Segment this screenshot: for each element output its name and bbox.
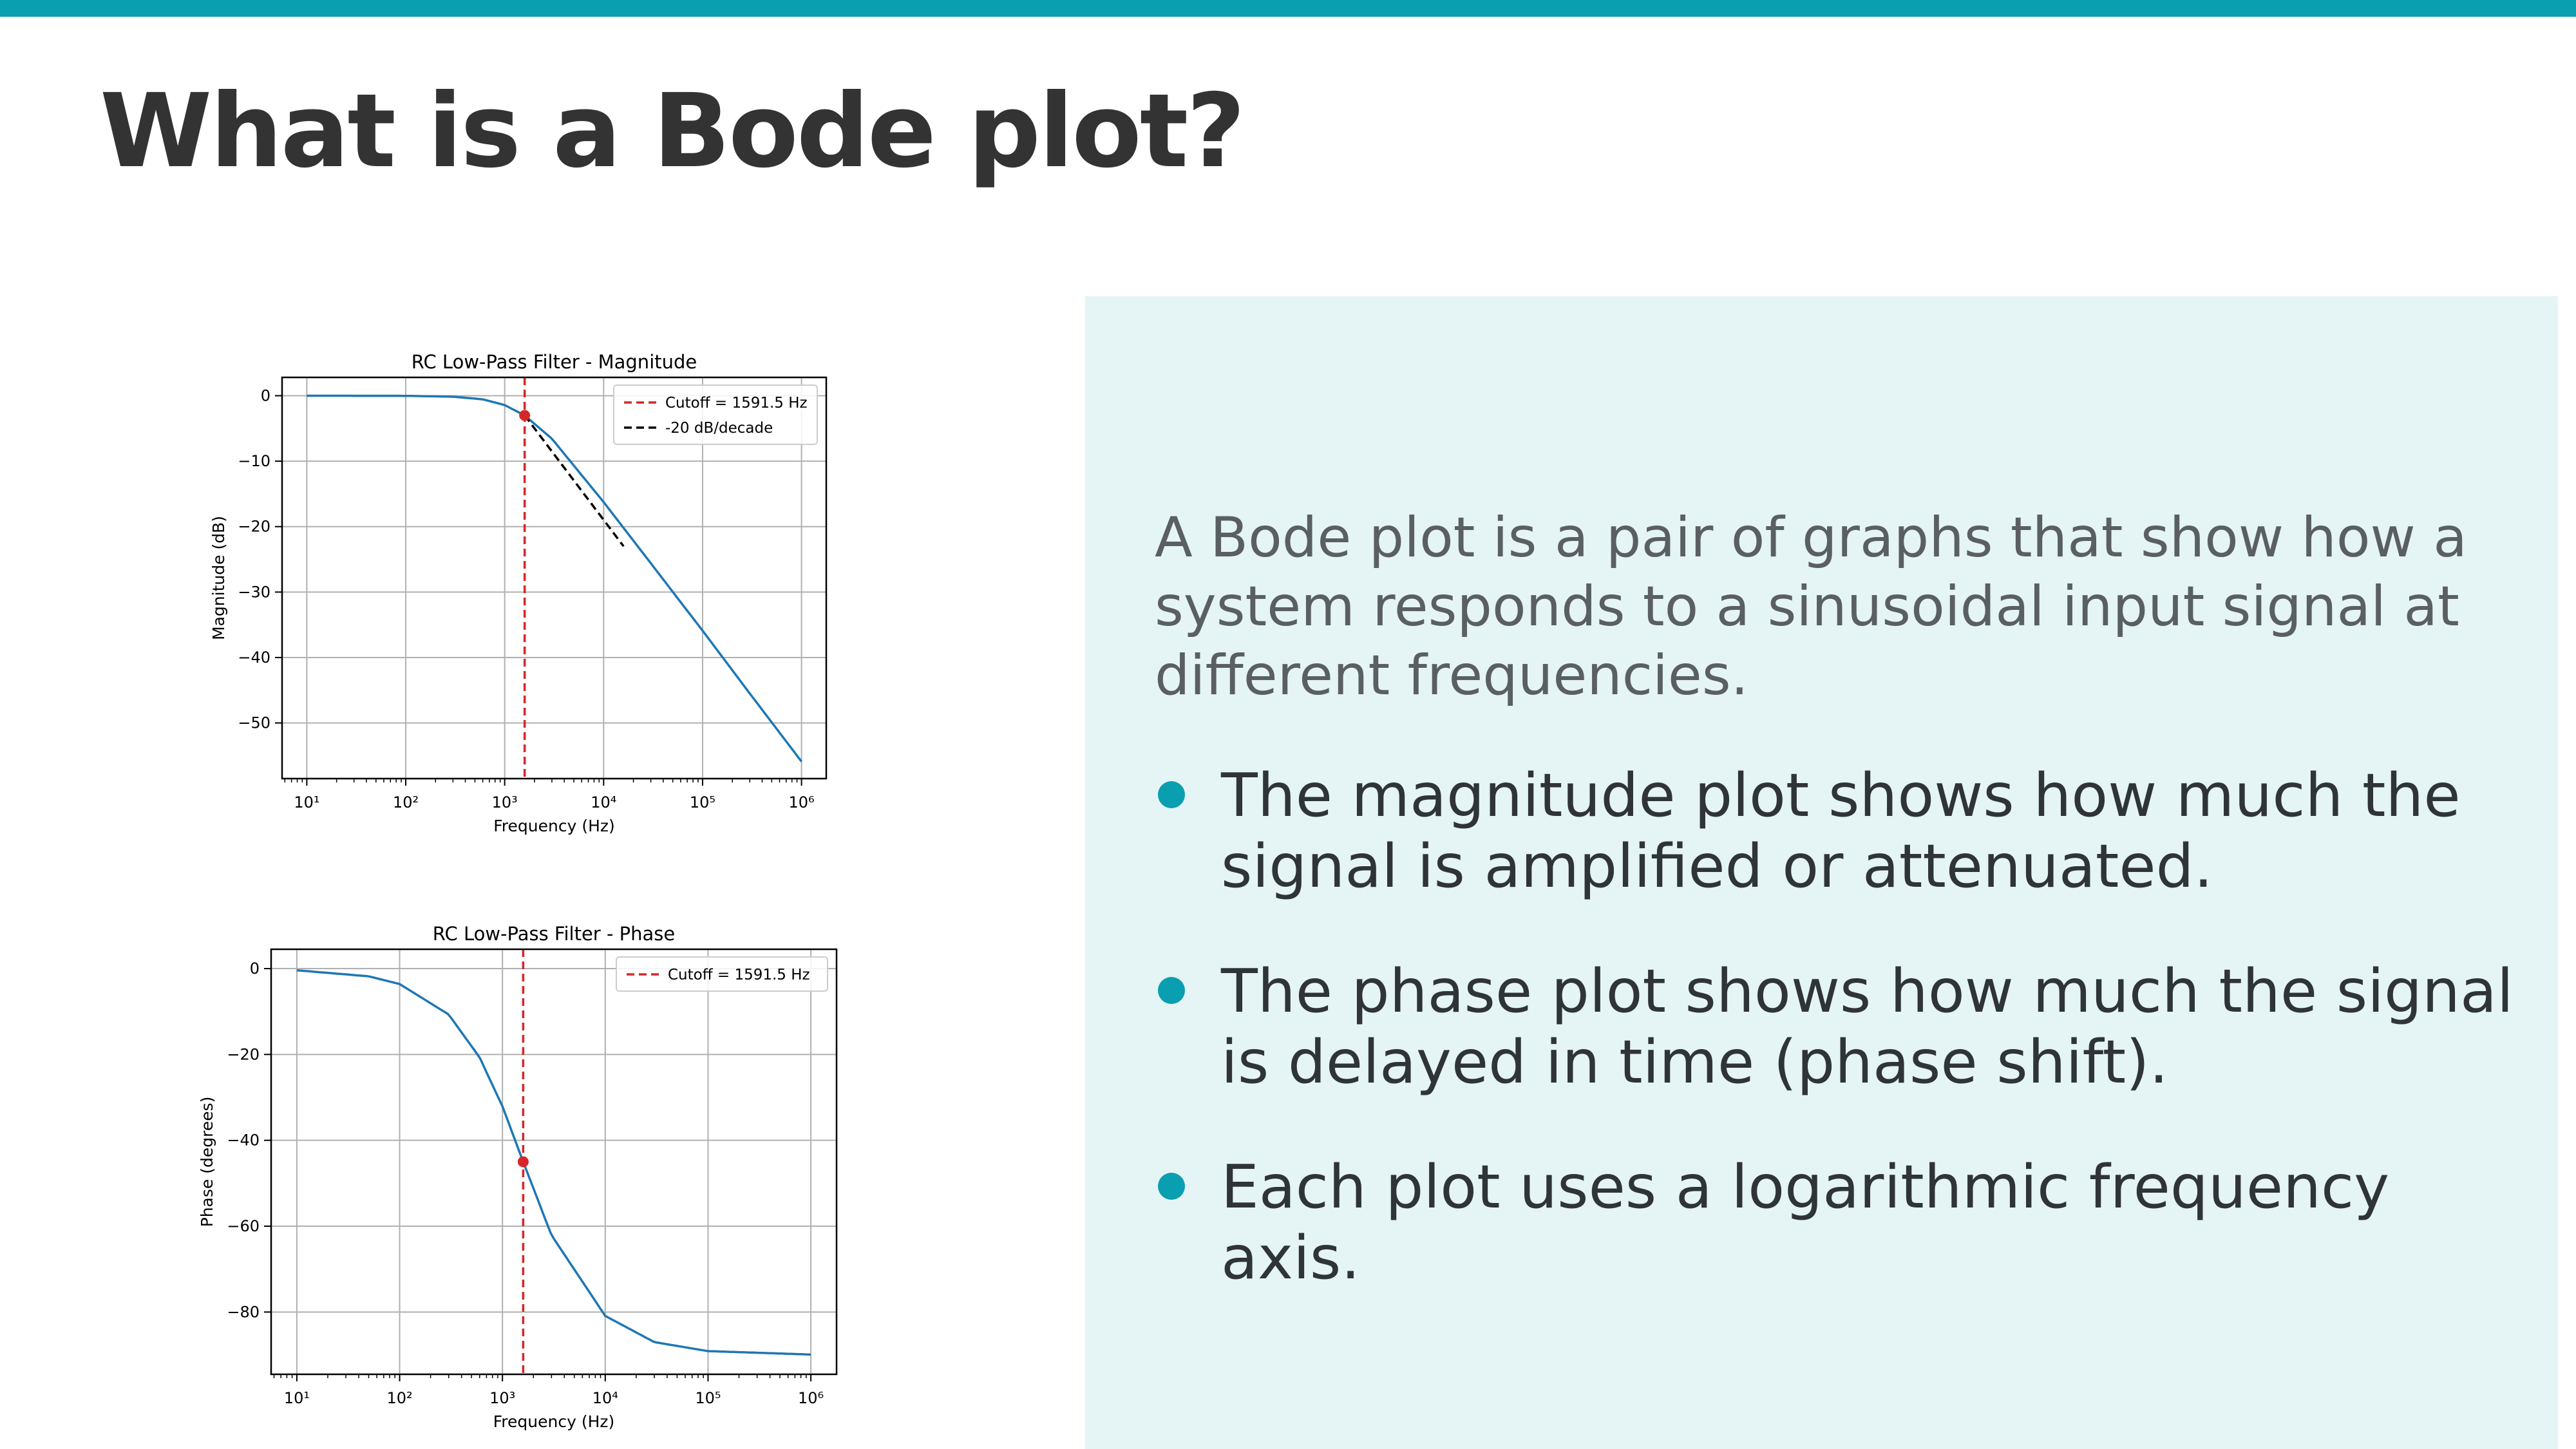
x-tick-label: 10³ bbox=[492, 793, 518, 811]
top-accent-bar bbox=[0, 0, 2576, 17]
bullet-item: Each plot uses a logarithmic frequency a… bbox=[1155, 1151, 2546, 1293]
x-axis-label: Frequency (Hz) bbox=[493, 817, 615, 835]
y-tick-label: −40 bbox=[227, 1132, 260, 1150]
plot-frame bbox=[281, 376, 828, 780]
x-tick-label: 10¹ bbox=[294, 793, 319, 811]
bullet-dot bbox=[1158, 781, 1185, 808]
y-tick-label: −50 bbox=[238, 714, 270, 732]
bullet-item: The phase plot shows how much the signal… bbox=[1155, 956, 2546, 1097]
intro-paragraph: A Bode plot is a pair of graphs that sho… bbox=[1155, 506, 2467, 708]
x-tick-label: 10² bbox=[393, 793, 419, 811]
text-panel: A Bode plot is a pair of graphs that sho… bbox=[1085, 296, 2558, 1449]
legend-box bbox=[613, 384, 818, 445]
x-tick-label: 10⁵ bbox=[690, 793, 715, 811]
x-tick-label: 10⁵ bbox=[695, 1389, 721, 1407]
chart-title: RC Low-Pass Filter - Magnitude bbox=[412, 351, 697, 373]
x-axis-label: Frequency (Hz) bbox=[493, 1412, 615, 1431]
slide-title: What is a Bode plot? bbox=[100, 72, 1245, 191]
bullet-dot bbox=[1158, 977, 1185, 1004]
bullet-list: The magnitude plot shows how much the si… bbox=[1155, 760, 2546, 1347]
legend-label: -20 dB/decade bbox=[665, 420, 773, 437]
y-axis-label: Magnitude (dB) bbox=[209, 516, 228, 640]
bullet-text: Each plot uses a logarithmic frequency a… bbox=[1221, 1152, 2390, 1293]
bullet-text: The phase plot shows how much the signal… bbox=[1221, 956, 2514, 1097]
x-tick-label: 10⁴ bbox=[591, 793, 616, 811]
y-axis-label: Phase (degrees) bbox=[198, 1097, 216, 1227]
x-tick-label: 10⁶ bbox=[789, 793, 815, 811]
plot-frame bbox=[270, 948, 838, 1376]
series-line-response bbox=[296, 969, 811, 1356]
y-tick-label: −30 bbox=[238, 583, 270, 601]
y-tick-label: −20 bbox=[227, 1045, 260, 1063]
legend-label: Cutoff = 1591.5 Hz bbox=[668, 967, 810, 983]
bullet-item: The magnitude plot shows how much the si… bbox=[1155, 760, 2546, 902]
x-tick-label: 10¹ bbox=[284, 1389, 310, 1407]
phase-chart: RC Low-Pass Filter - Phase 10¹ 10² 10³ 10⁴ 10… bbox=[198, 923, 838, 1431]
y-tick-label: −20 bbox=[238, 518, 270, 536]
legend: Cutoff = 1591.5 Hz -20 dB/decade bbox=[613, 384, 818, 445]
x-tick-label: 10⁴ bbox=[592, 1389, 618, 1407]
series-line-asymptote bbox=[524, 414, 625, 547]
legend: Cutoff = 1591.5 Hz bbox=[616, 956, 828, 992]
magnitude-chart: RC Low-Pass Filter - Magnitude 10¹ 10² 10³ 1… bbox=[209, 351, 828, 835]
legend-label: Cutoff = 1591.5 Hz bbox=[665, 395, 808, 412]
bullet-text: The magnitude plot shows how much the si… bbox=[1221, 761, 2461, 901]
y-tick-label: −40 bbox=[238, 649, 270, 667]
cutoff-point bbox=[517, 1156, 529, 1168]
legend-box bbox=[616, 956, 828, 992]
y-tick-label: −80 bbox=[227, 1303, 260, 1321]
x-tick-label: 10³ bbox=[489, 1389, 515, 1407]
cutoff-point bbox=[519, 410, 531, 421]
y-tick-label: 0 bbox=[250, 960, 260, 978]
x-tick-label: 10² bbox=[386, 1389, 412, 1407]
series-line-response bbox=[307, 394, 802, 762]
chart-title: RC Low-Pass Filter - Phase bbox=[433, 923, 675, 945]
y-tick-label: 0 bbox=[261, 386, 270, 404]
y-tick-label: −60 bbox=[227, 1217, 260, 1235]
x-tick-label: 10⁶ bbox=[798, 1389, 824, 1407]
y-tick-label: −10 bbox=[238, 452, 270, 470]
bullet-dot bbox=[1158, 1173, 1185, 1200]
